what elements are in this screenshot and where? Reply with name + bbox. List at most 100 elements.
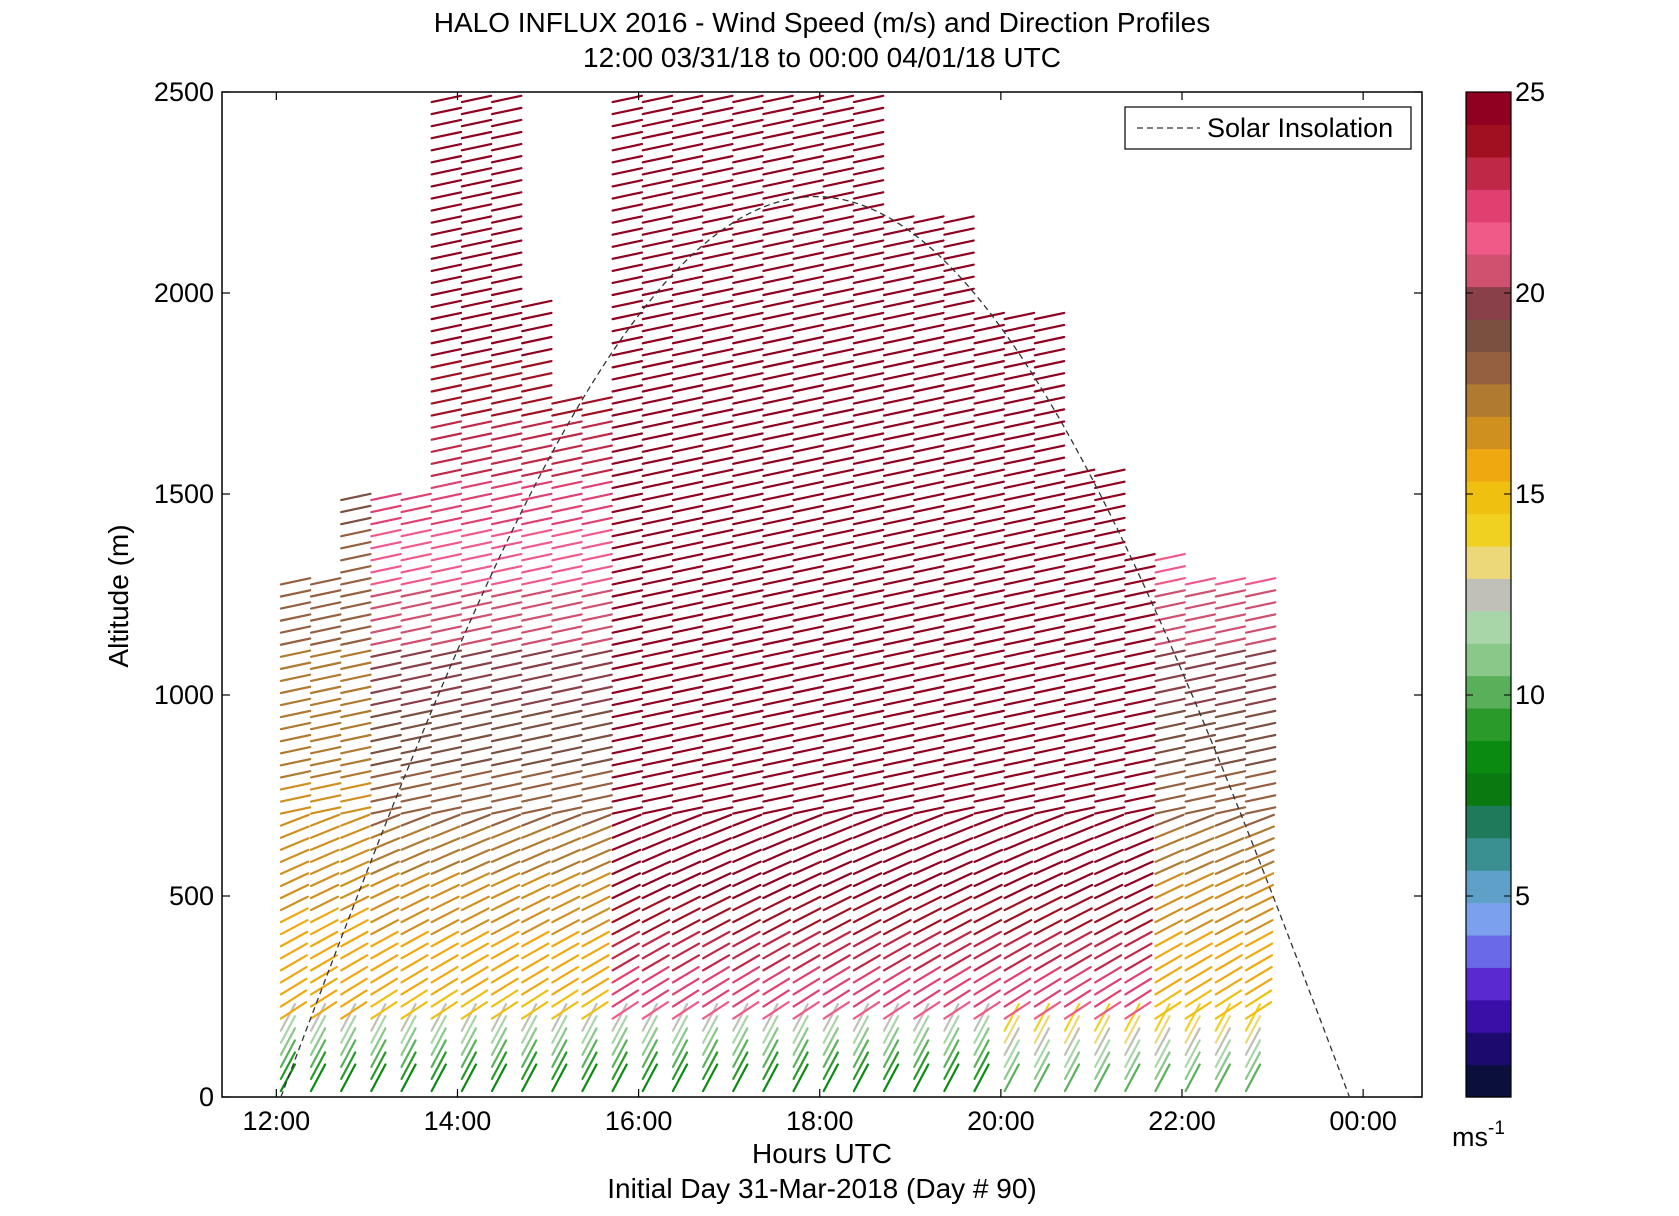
wind-vector [340,895,370,912]
wind-vector [1244,745,1277,755]
wind-vector [490,601,523,610]
wind-vector [490,360,523,369]
wind-vector [671,758,704,767]
wind-vector [701,444,734,453]
wind-vector [490,673,523,683]
wind-vector [1033,709,1066,719]
wind-vector [279,577,312,586]
wind-vector [370,825,401,839]
wind-vector [581,848,612,863]
wind-vector [973,1015,990,1044]
wind-vector [913,770,945,779]
wind-vector [1003,954,1032,972]
wind-vector [1063,1003,1081,1032]
wind-vector [1063,504,1096,514]
wind-vector [792,347,825,357]
wind-vector [309,872,340,888]
wind-vector [1184,601,1217,610]
wind-vector [701,167,734,176]
wind-vector [732,287,764,297]
wind-vector [641,118,674,128]
wind-vector [732,837,763,851]
wind-vector [551,528,583,538]
wind-vector [581,989,609,1008]
wind-vector [732,239,764,248]
wind-vector [792,1039,809,1068]
wind-vector [943,1027,960,1056]
wind-vector [762,492,794,502]
wind-vector [973,601,1005,610]
wind-vector [1063,480,1096,490]
wind-vector [581,577,613,586]
wind-vector [822,251,855,260]
wind-vector [430,456,463,465]
wind-vector [762,203,794,212]
wind-vector [822,942,851,960]
wind-vector [732,930,761,948]
wind-vector [671,516,704,526]
wind-vector [913,552,945,562]
wind-vector [1124,930,1153,948]
wind-vector [701,287,734,297]
wind-vector [400,709,432,719]
wind-vector [1124,872,1154,888]
wind-vector [732,1003,749,1032]
wind-vector [852,872,883,888]
wind-vector [1033,577,1066,586]
wind-vector [1184,965,1213,984]
wind-vector [370,895,400,912]
wind-vector [1154,930,1183,948]
wind-vector [732,565,764,574]
wind-vector [882,770,915,779]
wind-vector [581,601,613,610]
wind-vector [913,625,945,634]
wind-vector [671,649,704,658]
wind-vector [490,637,523,646]
wind-vector [913,468,945,478]
wind-vector [460,191,493,200]
wind-vector [1244,685,1277,695]
wind-vector [762,420,794,429]
wind-vector [882,372,915,381]
wind-vector [1214,860,1245,875]
wind-vector [490,565,523,574]
wind-vector [1244,721,1277,731]
wind-vector [460,263,493,272]
wind-vector [701,806,734,815]
wind-vector [701,1063,719,1093]
wind-vector [913,263,945,272]
wind-vector [340,1051,357,1081]
wind-vector [309,697,342,707]
wind-vector [1154,1039,1171,1068]
wind-vector [852,94,885,104]
wind-vector [882,907,912,924]
wind-vector [792,806,825,815]
wind-vector [370,601,402,610]
wind-vector [882,480,915,490]
wind-vector [279,848,310,863]
wind-vector [1063,1063,1081,1093]
wind-vector [1033,1063,1051,1093]
wind-vector [551,825,582,839]
wind-vector [943,540,975,550]
wind-vector [1094,637,1126,646]
wind-vector [370,577,402,586]
wind-vector [701,504,734,514]
wind-vector [671,372,704,381]
wind-vector [882,697,915,707]
wind-vector [611,930,641,948]
wind-vector [611,1051,628,1081]
wind-vector [1094,813,1125,827]
wind-vector [1003,709,1036,719]
wind-vector [762,251,794,260]
wind-vector [732,516,764,526]
wind-vector [792,930,821,948]
wind-vector [913,758,945,767]
wind-vector [762,661,794,670]
wind-vector [490,335,523,345]
wind-vector [1214,794,1247,803]
wind-vector [792,179,825,188]
wind-vector [732,989,760,1008]
wind-vector [611,299,644,309]
wind-vector [340,601,372,610]
